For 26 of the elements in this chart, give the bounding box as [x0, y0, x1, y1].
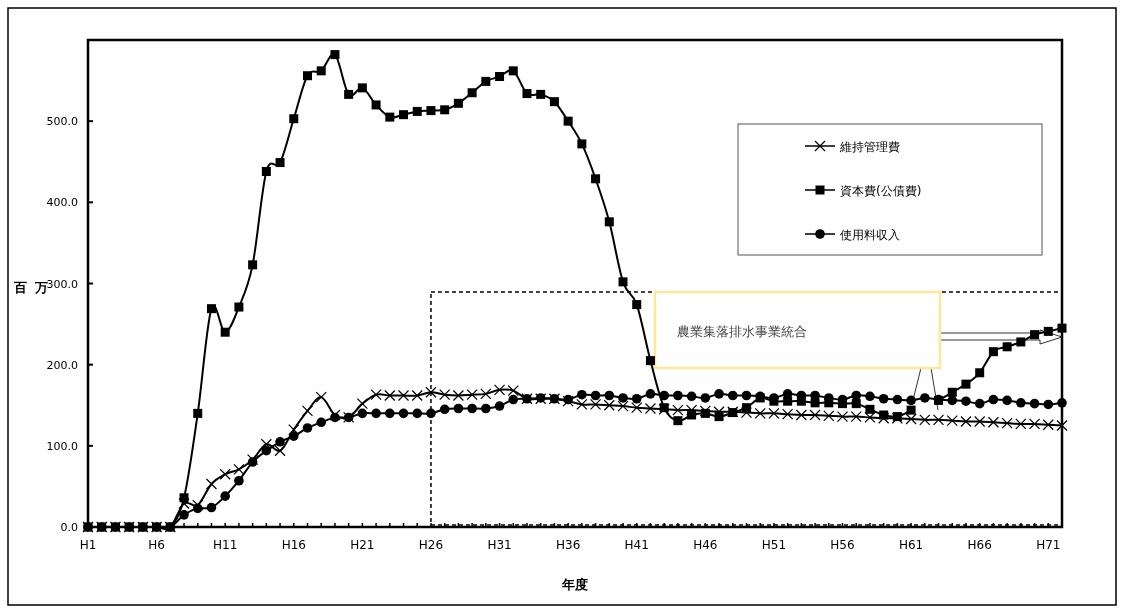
y-tick-label: 100.0: [46, 439, 78, 453]
x-tick-label: H36: [555, 538, 581, 552]
x-tick-label: H66: [967, 538, 992, 552]
x-tick-label: H11: [213, 538, 238, 552]
x-tick-label: H71: [1036, 538, 1061, 552]
x-tick-label: H31: [487, 538, 512, 552]
x-tick-label: H26: [418, 538, 444, 552]
x-tick-label: H21: [350, 538, 375, 552]
x-tick-label: H61: [898, 538, 924, 552]
legend-label: 維持管理費: [839, 140, 900, 154]
x-tick-label: H51: [761, 538, 787, 552]
y-tick-label: 300.0: [46, 277, 78, 291]
y-tick-label: 400.0: [46, 196, 78, 210]
x-tick-label: H41: [624, 538, 649, 552]
x-tick-label: H6: [148, 538, 165, 552]
y-tick-label: 200.0: [46, 358, 78, 372]
legend-label: 使用料収入: [840, 228, 900, 242]
x-tick-label: H46: [693, 538, 718, 552]
x-tick-label: H16: [281, 538, 306, 552]
legend-label: 資本費(公債費): [840, 184, 922, 198]
x-tick-label: H56: [830, 538, 855, 552]
x-axis-title: 年度: [561, 577, 588, 592]
x-tick-label: H1: [79, 538, 97, 552]
y-tick-label: 0.0: [60, 521, 78, 534]
annotation: 農業集落排水事業統合: [677, 324, 807, 339]
y-tick-label: 500.0: [46, 115, 78, 129]
